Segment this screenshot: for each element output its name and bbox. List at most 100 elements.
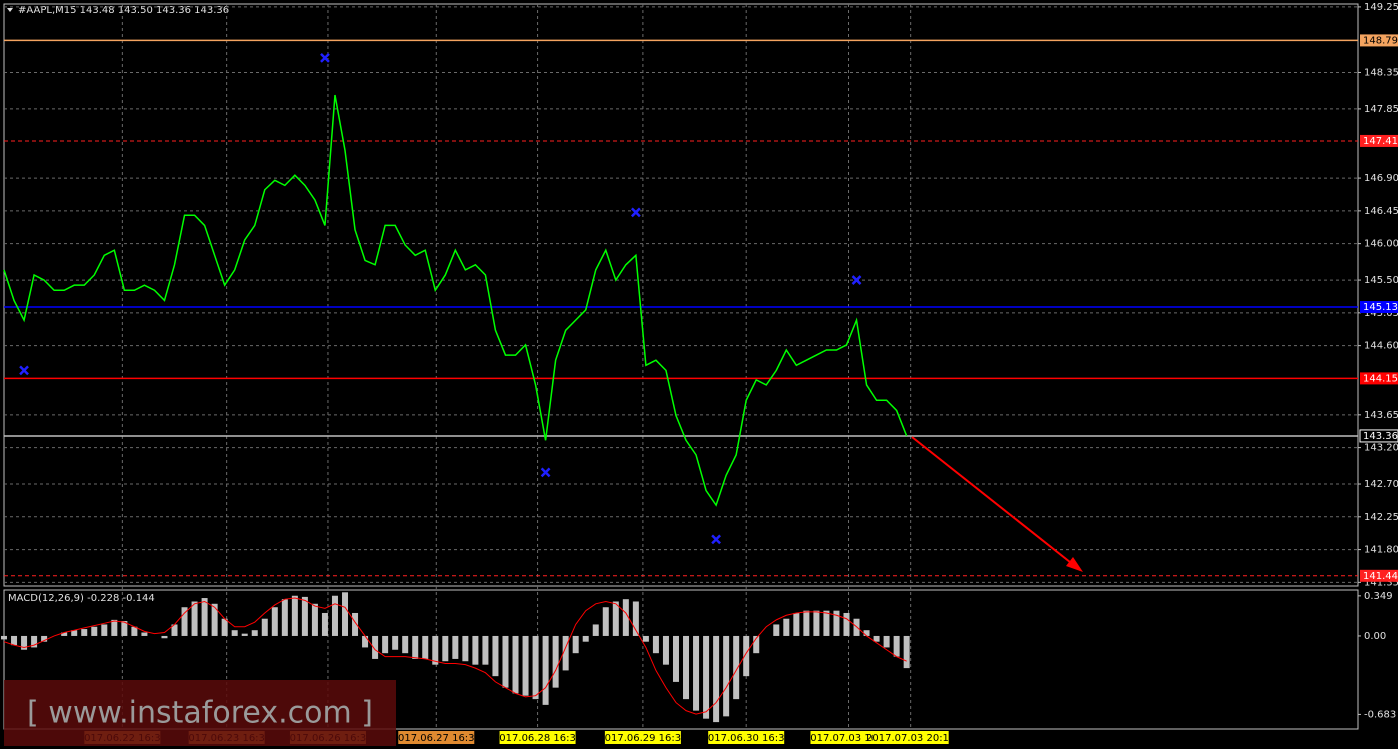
- price-level-label-bg: [1360, 569, 1398, 582]
- price-level-label: 147.41: [1363, 136, 1398, 147]
- x-tick-label-bg: [872, 731, 949, 744]
- macd-bar: [281, 599, 288, 636]
- macd-bar: [221, 618, 228, 636]
- macd-bar: [632, 601, 639, 636]
- macd-bar: [552, 635, 559, 688]
- macd-bar: [412, 635, 419, 659]
- macd-bar: [362, 635, 369, 648]
- macd-bar: [542, 635, 549, 705]
- macd-bar: [823, 610, 830, 636]
- y-tick-label: 145.50: [1364, 275, 1398, 286]
- macd-bar: [1, 635, 7, 640]
- price-level-label-bg: [1360, 301, 1398, 314]
- macd-signal: [3, 597, 907, 715]
- x-tick-label: 2017.06.28 16:30: [493, 733, 582, 744]
- y-tick-label: 148.35: [1364, 67, 1398, 78]
- main-frame: [3, 3, 1359, 587]
- macd-bar: [191, 601, 198, 636]
- macd-bar: [472, 635, 479, 665]
- x-tick-label: 2017.07.03 16:30: [804, 733, 893, 744]
- macd-bar: [251, 630, 258, 636]
- macd-bar: [693, 635, 700, 711]
- x-tick-label: 2017.07.03 20:15: [866, 733, 955, 744]
- fractal-marker: [320, 53, 330, 63]
- macd-title: MACD(12,26,9) -0.228 -0.144: [8, 593, 155, 604]
- fractal-marker: [540, 467, 551, 478]
- y-tick-label: 146.90: [1364, 173, 1398, 184]
- macd-bar: [422, 635, 429, 659]
- menu-triangle: [7, 8, 13, 12]
- macd-bar: [713, 635, 720, 723]
- y-tick-label: 143.20: [1364, 443, 1398, 454]
- macd-bar: [522, 635, 529, 696]
- price-line: [3, 94, 908, 507]
- macd-bar: [592, 624, 599, 636]
- y-tick-label: 141.35: [1364, 577, 1398, 588]
- macd-bar: [582, 635, 589, 642]
- macd-bar: [723, 635, 730, 717]
- fractal-marker: [711, 534, 721, 545]
- macd-bar: [813, 610, 820, 636]
- macd-bar: [41, 635, 48, 642]
- macd-bar: [562, 635, 569, 671]
- macd-bar: [352, 612, 359, 636]
- macd-bar: [311, 603, 318, 636]
- macd-bar: [893, 635, 900, 657]
- macd-bar: [903, 635, 910, 669]
- x-tick-label-bg: [398, 731, 475, 744]
- macd-bar: [492, 635, 499, 677]
- macd-bar: [683, 635, 690, 700]
- macd-bar: [642, 635, 649, 642]
- price-level-label: 144.15: [1363, 373, 1398, 384]
- macd-bar: [201, 598, 208, 636]
- macd-bar: [171, 624, 178, 636]
- macd-bar: [602, 607, 609, 636]
- macd-y-tick-label: 0.00: [1364, 631, 1386, 642]
- macd-bar: [733, 635, 740, 700]
- macd-bar: [572, 635, 579, 654]
- x-tick-label-bg: [604, 731, 681, 744]
- macd-frame: [3, 589, 1359, 730]
- macd-bar: [863, 630, 870, 636]
- macd-bar: [111, 619, 118, 636]
- price-level-label: 148.79: [1363, 35, 1398, 46]
- y-tick-label: 142.25: [1364, 512, 1398, 523]
- macd-bar: [873, 635, 880, 642]
- macd-bar: [261, 618, 268, 636]
- fractal-marker: [851, 275, 862, 285]
- y-tick-label: 149.25: [1364, 2, 1398, 13]
- macd-bar: [71, 630, 78, 636]
- watermark-box: [4, 680, 396, 746]
- watermark: [ www.instaforex.com ]: [27, 696, 373, 731]
- macd-bar: [372, 635, 379, 659]
- macd-bar: [753, 635, 760, 654]
- trend-arrow-head: [1066, 557, 1083, 572]
- macd-bar: [231, 630, 238, 636]
- macd-bar: [783, 618, 790, 636]
- price-level-label-bg: [1360, 134, 1398, 147]
- macd-bar: [101, 624, 108, 636]
- y-tick-label: 146.45: [1364, 206, 1398, 217]
- macd-bar: [181, 607, 188, 636]
- macd-bar: [392, 635, 399, 650]
- macd-y-tick-label: 0.349: [1364, 591, 1393, 602]
- fractal-marker: [19, 365, 29, 376]
- macd-bar: [81, 629, 88, 636]
- macd-bar: [291, 595, 298, 636]
- y-tick-label: 143.65: [1364, 410, 1398, 421]
- y-tick-label: 147.85: [1364, 104, 1398, 115]
- chart-title: #AAPL,M15 143.48 143.50 143.36 143.36: [18, 5, 229, 16]
- macd-bar: [141, 632, 148, 636]
- y-tick-label: 142.70: [1364, 479, 1398, 490]
- price-level-label: 145.13: [1363, 302, 1398, 313]
- macd-bar: [11, 635, 18, 646]
- y-tick-label: 141.80: [1364, 545, 1398, 556]
- macd-bar: [211, 603, 218, 636]
- macd-bar: [612, 601, 619, 636]
- macd-bar: [321, 612, 328, 636]
- y-tick-label: 146.00: [1364, 239, 1398, 250]
- macd-bar: [833, 610, 840, 636]
- macd-bar: [803, 610, 810, 636]
- macd-bar: [161, 635, 168, 639]
